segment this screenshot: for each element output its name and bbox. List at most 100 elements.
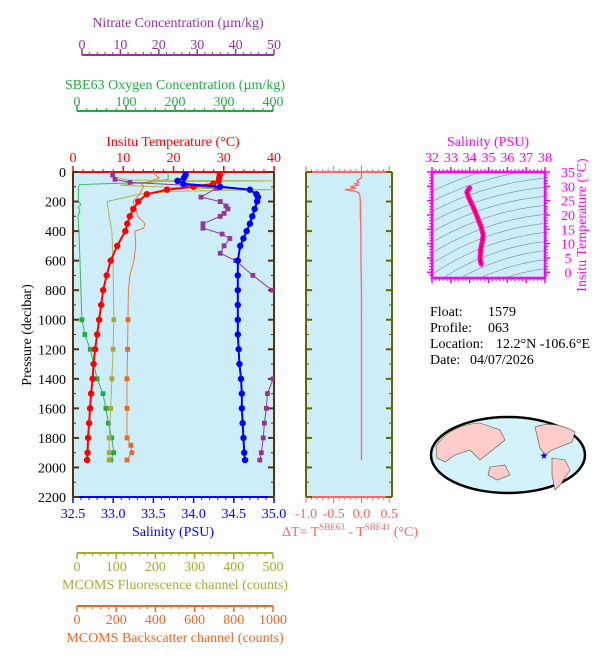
temperature-point: [84, 434, 92, 442]
salinity-point: [174, 177, 181, 185]
delta-t-plot-area: [306, 172, 392, 497]
delta-t-label-unit: (°C): [390, 525, 418, 540]
svg-text:Location:12.2°N -106.6°E: Location: 12.2°N -106.6°E: [430, 337, 590, 352]
map-land-asia: [435, 422, 506, 463]
backscatter-line: [126, 172, 161, 461]
nitrate-point: [250, 273, 256, 278]
oxygen-tick-label: 100: [116, 95, 137, 110]
temperature-point: [99, 286, 107, 294]
nitrate-point: [214, 185, 219, 191]
nitrate-point: [223, 203, 229, 209]
salinity-tick-label: 32.5: [61, 507, 86, 522]
pressure-tick-label: 1800: [38, 432, 66, 447]
temperature-point: [91, 346, 99, 353]
salinity-point: [234, 316, 242, 323]
salinity-tick-label: 35.0: [262, 507, 287, 522]
temperature-tick-label: 10: [116, 151, 130, 166]
backscatter-tick-label: 0: [74, 613, 81, 628]
nitrate-point: [227, 236, 233, 241]
ts-temperature-tick-label: 0: [565, 266, 572, 281]
pressure-tick-label: 800: [45, 284, 66, 299]
fluorescence-point: [106, 457, 112, 463]
delta-t-tick-label: 0.0: [353, 507, 371, 522]
salinity-point: [238, 405, 246, 412]
float-location-star-icon: ★: [540, 451, 549, 462]
profile-label: Profile:: [430, 321, 472, 336]
ts-salinity-tick-label: 33: [444, 151, 458, 166]
density-isoline: [432, 223, 544, 264]
ts-temperature-tick-label: 5: [565, 252, 572, 267]
location-label: Location:: [430, 337, 484, 352]
salinity-point: [240, 434, 247, 442]
salinity-point: [234, 301, 242, 309]
temperature-point: [95, 316, 103, 323]
backscatter-point: [124, 457, 130, 463]
salinity-point: [234, 286, 242, 294]
temperature-tick-label: 0: [70, 151, 77, 166]
pressure-tick-label: 2000: [38, 461, 66, 476]
salinity-point: [179, 180, 187, 188]
temperature-point: [97, 301, 105, 309]
ts-temperature-tick-label: 10: [561, 238, 575, 253]
temperature-point: [85, 419, 93, 427]
svg-text:Float:1579: Float: 1579: [430, 305, 516, 320]
pressure-tick-label: 0: [59, 166, 66, 181]
oxygen-tick-label: 300: [214, 95, 235, 110]
temperature-axis-title: Insitu Temperature (°C): [106, 135, 240, 150]
backscatter-tick-label: 1000: [259, 613, 287, 628]
float-label: Float:: [430, 305, 463, 320]
backscatter-point: [128, 442, 134, 448]
salinity-point: [236, 360, 243, 368]
pressure-tick-label: 400: [45, 225, 66, 240]
nitrate-point: [221, 210, 227, 216]
nitrate-tick-label: 30: [190, 38, 204, 53]
salinity-point: [249, 213, 256, 220]
temperature-point: [135, 198, 142, 205]
oxygen-line: [77, 172, 169, 461]
delta-t-line: [344, 172, 363, 461]
oxygen-point: [105, 420, 111, 426]
density-isoline: [432, 187, 545, 222]
density-isoline: [504, 268, 545, 279]
ts-density-isolines: [431, 171, 545, 279]
oxygen-point: [79, 317, 85, 323]
nitrate-point: [200, 225, 206, 231]
oxygen-point: [94, 376, 100, 382]
temperature-tick-label: 30: [217, 151, 231, 166]
nitrate-tick-label: 20: [152, 38, 166, 53]
fluorescence-point: [106, 435, 112, 441]
oxygen-tick-label: 400: [263, 95, 284, 110]
temperature-point: [163, 186, 171, 193]
fluorescence-point: [109, 376, 115, 382]
float-info: Float: 1579 Profile: 063 Location: 12.2°N -…: [430, 305, 590, 368]
ts-salinity-tick-label: 34: [463, 151, 477, 166]
backscatter-tick-label: 600: [184, 613, 205, 628]
svg-text:Date:04/07/2026: Date: 04/07/2026: [430, 353, 534, 368]
backscatter-tick-label: 200: [106, 613, 127, 628]
density-isoline: [480, 259, 544, 279]
salinity-tick-label: 34.0: [181, 507, 206, 522]
temperature-point: [103, 272, 110, 279]
nitrate-point: [127, 179, 133, 185]
nitrate-point: [217, 250, 223, 256]
backscatter-point: [125, 317, 131, 323]
nitrate-point: [270, 376, 274, 382]
ts-salinity-tick-label: 38: [538, 151, 552, 166]
ts-salinity-title: Salinity (PSU): [447, 135, 529, 150]
oxygen-point: [103, 405, 109, 411]
pressure-tick-label: 600: [45, 255, 66, 270]
float-id: 1579: [488, 305, 516, 320]
temperature-point: [122, 227, 129, 235]
temperature-tick-label: 20: [167, 151, 181, 166]
temperature-point: [130, 205, 137, 213]
ts-salinity-tick-label: 37: [519, 151, 533, 166]
pressure-tick-label: 2200: [38, 491, 66, 506]
temperature-point: [93, 331, 101, 338]
nitrate-point: [198, 194, 204, 200]
nitrate-tick-label: 0: [79, 38, 86, 53]
salinity-point: [238, 390, 246, 397]
fluorescence-point: [111, 317, 117, 323]
ts-salinity-tick-label: 35: [482, 151, 496, 166]
pressure-tick-label: 1000: [38, 314, 66, 329]
